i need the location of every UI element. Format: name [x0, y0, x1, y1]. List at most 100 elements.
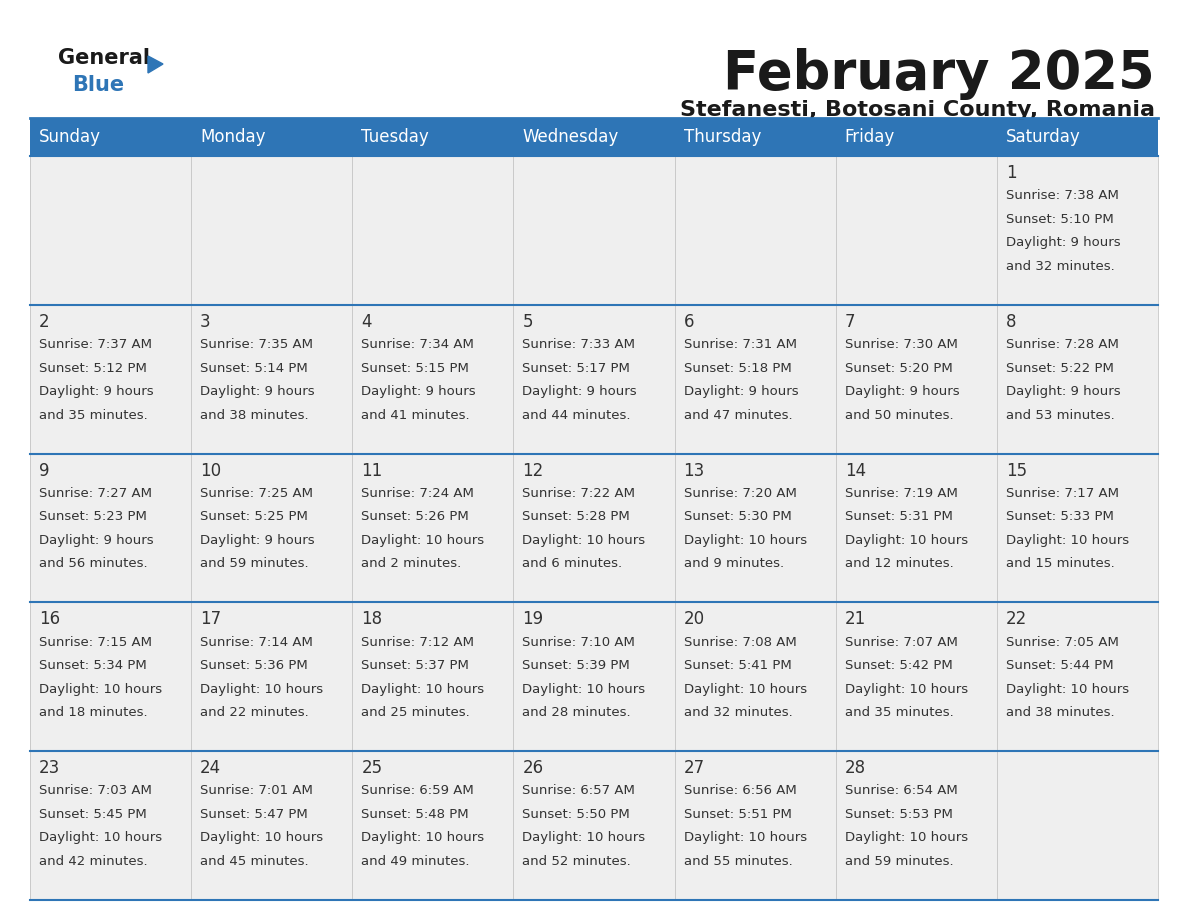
Text: and 2 minutes.: and 2 minutes. — [361, 557, 461, 570]
Text: 27: 27 — [683, 759, 704, 778]
Text: Sunset: 5:44 PM: Sunset: 5:44 PM — [1006, 659, 1113, 672]
Text: and 35 minutes.: and 35 minutes. — [39, 409, 147, 421]
Text: Sunset: 5:51 PM: Sunset: 5:51 PM — [683, 808, 791, 821]
Text: Daylight: 9 hours: Daylight: 9 hours — [200, 534, 315, 547]
Text: Sunset: 5:47 PM: Sunset: 5:47 PM — [200, 808, 308, 821]
Text: 4: 4 — [361, 313, 372, 330]
Text: Daylight: 10 hours: Daylight: 10 hours — [200, 683, 323, 696]
Bar — [997, 602, 1158, 751]
Text: Sunrise: 7:28 AM: Sunrise: 7:28 AM — [1006, 338, 1119, 351]
Text: and 47 minutes.: and 47 minutes. — [683, 409, 792, 421]
Text: Sunset: 5:53 PM: Sunset: 5:53 PM — [845, 808, 953, 821]
Text: Sunset: 5:17 PM: Sunset: 5:17 PM — [523, 362, 631, 375]
Text: Sunset: 5:39 PM: Sunset: 5:39 PM — [523, 659, 630, 672]
Bar — [835, 305, 997, 453]
Text: Sunset: 5:41 PM: Sunset: 5:41 PM — [683, 659, 791, 672]
Bar — [353, 453, 513, 602]
Text: 18: 18 — [361, 610, 383, 629]
Text: 8: 8 — [1006, 313, 1017, 330]
Bar — [191, 118, 353, 156]
Text: Tuesday: Tuesday — [361, 128, 429, 146]
Text: Sunrise: 7:20 AM: Sunrise: 7:20 AM — [683, 487, 796, 499]
Text: Sunset: 5:25 PM: Sunset: 5:25 PM — [200, 510, 308, 523]
Text: Sunrise: 6:57 AM: Sunrise: 6:57 AM — [523, 784, 636, 798]
Text: and 28 minutes.: and 28 minutes. — [523, 706, 631, 719]
Bar — [30, 156, 191, 305]
Text: Sunset: 5:12 PM: Sunset: 5:12 PM — [39, 362, 147, 375]
Bar — [353, 602, 513, 751]
Text: 24: 24 — [200, 759, 221, 778]
Text: Stefanesti, Botosani County, Romania: Stefanesti, Botosani County, Romania — [680, 100, 1155, 120]
Text: Sunrise: 7:22 AM: Sunrise: 7:22 AM — [523, 487, 636, 499]
Text: Daylight: 10 hours: Daylight: 10 hours — [200, 832, 323, 845]
Text: and 45 minutes.: and 45 minutes. — [200, 855, 309, 868]
Text: February 2025: February 2025 — [723, 48, 1155, 100]
Bar — [835, 602, 997, 751]
Text: and 59 minutes.: and 59 minutes. — [200, 557, 309, 570]
Text: Blue: Blue — [72, 75, 124, 95]
Text: Daylight: 9 hours: Daylight: 9 hours — [39, 385, 153, 398]
Text: Daylight: 9 hours: Daylight: 9 hours — [1006, 385, 1120, 398]
Text: Sunrise: 7:17 AM: Sunrise: 7:17 AM — [1006, 487, 1119, 499]
Text: Sunset: 5:42 PM: Sunset: 5:42 PM — [845, 659, 953, 672]
Text: Sunrise: 7:15 AM: Sunrise: 7:15 AM — [39, 635, 152, 649]
Text: and 12 minutes.: and 12 minutes. — [845, 557, 954, 570]
Text: Sunset: 5:37 PM: Sunset: 5:37 PM — [361, 659, 469, 672]
Bar — [353, 118, 513, 156]
Bar — [835, 156, 997, 305]
Text: Sunrise: 7:25 AM: Sunrise: 7:25 AM — [200, 487, 314, 499]
Text: and 22 minutes.: and 22 minutes. — [200, 706, 309, 719]
Text: Sunrise: 7:19 AM: Sunrise: 7:19 AM — [845, 487, 958, 499]
Bar — [675, 156, 835, 305]
Bar — [30, 305, 191, 453]
Bar — [675, 602, 835, 751]
Text: 20: 20 — [683, 610, 704, 629]
Text: Sunrise: 7:30 AM: Sunrise: 7:30 AM — [845, 338, 958, 351]
Text: Sunrise: 7:12 AM: Sunrise: 7:12 AM — [361, 635, 474, 649]
Text: Daylight: 10 hours: Daylight: 10 hours — [683, 832, 807, 845]
Bar — [353, 305, 513, 453]
Text: and 32 minutes.: and 32 minutes. — [1006, 260, 1114, 273]
Bar — [513, 305, 675, 453]
Text: and 6 minutes.: and 6 minutes. — [523, 557, 623, 570]
Bar — [513, 156, 675, 305]
Text: 19: 19 — [523, 610, 544, 629]
Text: and 59 minutes.: and 59 minutes. — [845, 855, 953, 868]
Text: 3: 3 — [200, 313, 210, 330]
Text: 9: 9 — [39, 462, 50, 479]
Bar — [835, 118, 997, 156]
Text: Sunrise: 6:54 AM: Sunrise: 6:54 AM — [845, 784, 958, 798]
Bar — [353, 751, 513, 900]
Text: Sunset: 5:30 PM: Sunset: 5:30 PM — [683, 510, 791, 523]
Text: Daylight: 9 hours: Daylight: 9 hours — [361, 385, 476, 398]
Bar — [30, 751, 191, 900]
Text: Sunrise: 7:05 AM: Sunrise: 7:05 AM — [1006, 635, 1119, 649]
Text: 10: 10 — [200, 462, 221, 479]
Text: 1: 1 — [1006, 164, 1017, 182]
Text: 28: 28 — [845, 759, 866, 778]
Bar — [513, 751, 675, 900]
Text: Sunset: 5:33 PM: Sunset: 5:33 PM — [1006, 510, 1113, 523]
Bar — [353, 156, 513, 305]
Text: Sunset: 5:18 PM: Sunset: 5:18 PM — [683, 362, 791, 375]
Text: Sunset: 5:34 PM: Sunset: 5:34 PM — [39, 659, 147, 672]
Text: Sunrise: 7:37 AM: Sunrise: 7:37 AM — [39, 338, 152, 351]
Bar — [835, 751, 997, 900]
Text: Saturday: Saturday — [1006, 128, 1081, 146]
Text: Daylight: 10 hours: Daylight: 10 hours — [361, 683, 485, 696]
Text: Sunrise: 7:03 AM: Sunrise: 7:03 AM — [39, 784, 152, 798]
Text: Daylight: 10 hours: Daylight: 10 hours — [523, 683, 645, 696]
Text: Sunset: 5:20 PM: Sunset: 5:20 PM — [845, 362, 953, 375]
Text: Daylight: 10 hours: Daylight: 10 hours — [1006, 683, 1129, 696]
Text: 16: 16 — [39, 610, 61, 629]
Text: 2: 2 — [39, 313, 50, 330]
Text: General: General — [58, 48, 150, 68]
Text: and 44 minutes.: and 44 minutes. — [523, 409, 631, 421]
Bar — [997, 453, 1158, 602]
Text: Sunrise: 7:14 AM: Sunrise: 7:14 AM — [200, 635, 312, 649]
Text: and 42 minutes.: and 42 minutes. — [39, 855, 147, 868]
Text: Sunset: 5:28 PM: Sunset: 5:28 PM — [523, 510, 630, 523]
Text: Daylight: 10 hours: Daylight: 10 hours — [683, 683, 807, 696]
Text: Daylight: 10 hours: Daylight: 10 hours — [523, 832, 645, 845]
Bar — [997, 305, 1158, 453]
